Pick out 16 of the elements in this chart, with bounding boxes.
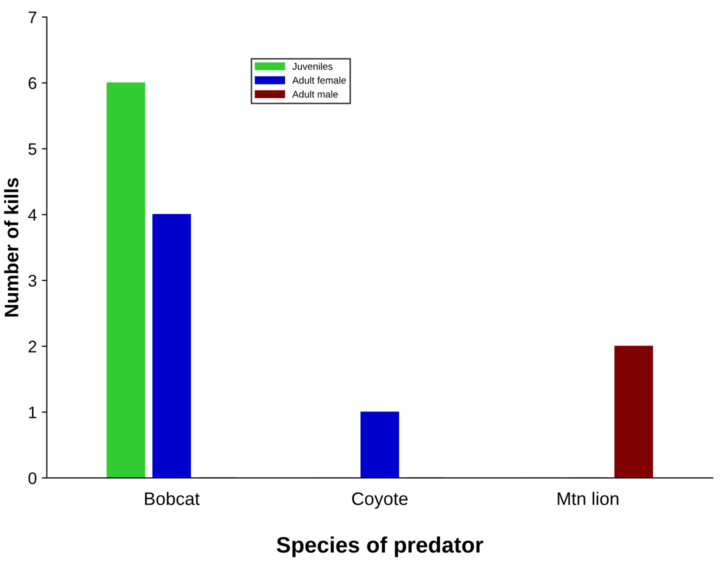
y-axis-title: Number of kills	[4, 178, 18, 316]
y-tick-label: 6	[28, 77, 36, 90]
x-tick-label: Mtn lion	[558, 492, 618, 506]
legend-label: Adult female	[292, 76, 346, 84]
x-tick-label: Bobcat	[145, 492, 200, 506]
y-tick-label: 2	[28, 340, 36, 352]
x-axis-title: Species of predator	[276, 536, 484, 558]
y-tick-label: 3	[28, 274, 36, 287]
legend-label: Juveniles	[292, 62, 332, 70]
y-tick-label: 0	[28, 472, 36, 484]
y-tick-label: 4	[28, 209, 37, 221]
y-tick-label: 5	[28, 143, 36, 155]
y-tick-label: 1	[29, 406, 36, 418]
y-tick-label: 7	[28, 12, 36, 24]
legend-label: Adult male	[292, 90, 338, 98]
x-tick-label: Coyote	[352, 492, 408, 509]
